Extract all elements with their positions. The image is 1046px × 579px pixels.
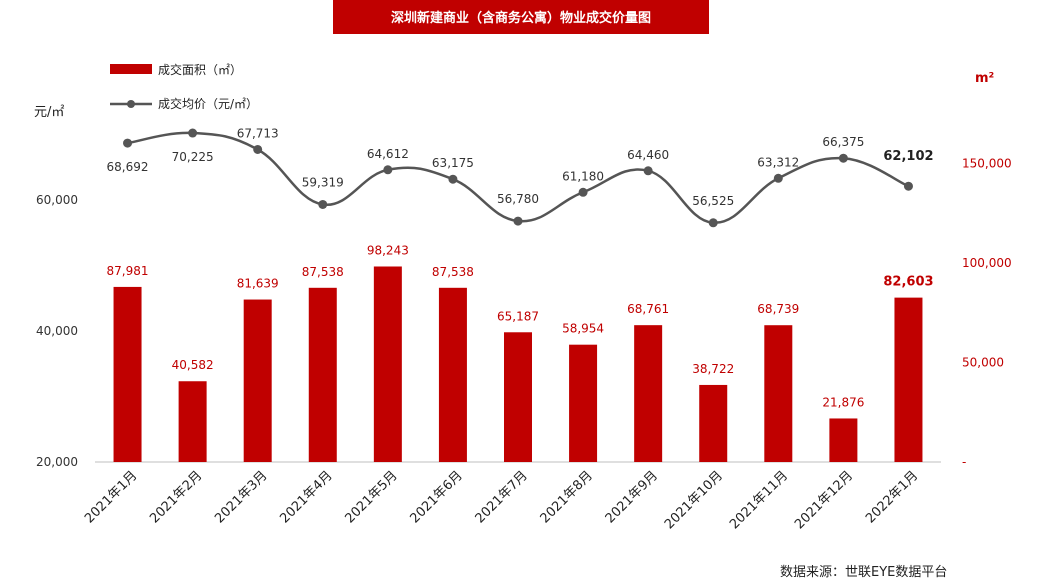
- x-tick-label: 2021年10月: [662, 468, 726, 532]
- bar-value-label: 68,761: [627, 302, 669, 316]
- price-value-label: 64,460: [627, 148, 669, 162]
- left-tick-label: 60,000: [36, 193, 78, 207]
- bar: [634, 325, 663, 462]
- price-value-label: 66,375: [822, 135, 864, 149]
- right-tick-label: 100,000: [962, 256, 1012, 270]
- right-tick-label: 150,000: [962, 157, 1012, 171]
- price-value-label: 68,692: [107, 160, 149, 174]
- bar-value-label: 65,187: [497, 309, 539, 323]
- right-axis-unit: m²: [975, 71, 994, 86]
- right-tick-label: -: [962, 455, 966, 469]
- left-tick-label: 20,000: [36, 455, 78, 469]
- price-point: [123, 138, 133, 148]
- chart-title: 深圳新建商业（含商务公寓）物业成交价量图: [391, 10, 651, 26]
- price-value-label: 64,612: [367, 147, 409, 161]
- left-axis-ticks: 20,000 40,000 60,000: [36, 193, 78, 469]
- bar-value-label: 87,538: [432, 265, 474, 279]
- legend: 成交面积（㎡） 成交均价（元/㎡）: [110, 62, 258, 111]
- price-value-label: 56,780: [497, 192, 539, 206]
- x-tick-label: 2021年11月: [727, 468, 791, 532]
- line-labels: 68,692 70,225 67,713 59,319 64,612 63,175 56,7…: [107, 126, 934, 207]
- bar: [504, 332, 532, 462]
- price-value-label: 67,713: [237, 126, 279, 140]
- legend-bar-label: 成交面积（㎡）: [158, 62, 242, 77]
- bar-value-label: 98,243: [367, 243, 409, 257]
- title-box: [333, 0, 709, 34]
- x-tick-label: 2021年5月: [342, 468, 400, 526]
- x-axis-ticks: 2021年1月 2021年2月 2021年3月 2021年4月 2021年5月 2021年…: [82, 468, 921, 532]
- bar: [438, 287, 467, 462]
- x-tick-label: 2021年8月: [538, 468, 596, 526]
- bar: [113, 286, 142, 462]
- bar: [308, 287, 337, 462]
- bar-value-label: 81,639: [237, 277, 279, 291]
- price-point: [578, 187, 588, 197]
- price-point: [383, 165, 393, 175]
- price-point: [903, 181, 913, 191]
- right-axis-ticks: - 50,000 100,000 150,000: [962, 157, 1012, 470]
- left-axis-unit: 元/㎡: [34, 105, 64, 120]
- price-value-label: 59,319: [302, 175, 344, 189]
- price-point: [253, 144, 263, 154]
- source-note: 数据来源：世联EYE数据平台: [780, 565, 947, 579]
- price-value-label: 56,525: [692, 194, 734, 208]
- price-point: [448, 174, 458, 184]
- bar-value-label: 40,582: [172, 358, 214, 372]
- price-point: [773, 173, 783, 183]
- x-tick-label: 2021年3月: [212, 468, 270, 526]
- price-value-label: 63,175: [432, 156, 474, 170]
- price-value-label: 70,225: [172, 150, 214, 164]
- price-point: [318, 199, 328, 209]
- bar: [569, 344, 598, 462]
- bar-value-label: 87,981: [107, 264, 149, 278]
- bar: [243, 299, 272, 462]
- price-point: [708, 218, 718, 228]
- x-tick-label: 2021年7月: [473, 468, 531, 526]
- price-point: [188, 128, 198, 138]
- bar-value-label: 38,722: [692, 362, 734, 376]
- right-tick-label: 50,000: [962, 356, 1004, 370]
- price-value-label: 63,312: [757, 155, 799, 169]
- bar-value-label: 68,739: [757, 302, 799, 316]
- x-tick-label: 2022年1月: [863, 468, 921, 526]
- legend-bar-swatch: [110, 64, 152, 74]
- bar: [699, 384, 728, 462]
- bar: [894, 297, 923, 462]
- bars: [113, 266, 923, 462]
- bar-value-label: 21,876: [822, 395, 864, 409]
- bar-value-label: 87,538: [302, 265, 344, 279]
- bar: [764, 325, 793, 462]
- x-tick-label: 2021年6月: [408, 468, 466, 526]
- bar-value-label: 58,954: [562, 322, 604, 336]
- x-tick-label: 2021年4月: [277, 468, 335, 526]
- bar: [178, 381, 207, 462]
- x-tick-label: 2021年2月: [147, 468, 205, 526]
- bar-value-label: 82,603: [883, 275, 933, 290]
- left-tick-label: 40,000: [36, 324, 78, 338]
- x-tick-label: 2021年1月: [82, 468, 140, 526]
- price-point: [838, 153, 848, 163]
- price-point: [643, 166, 653, 176]
- bar: [829, 418, 858, 462]
- x-tick-label: 2021年12月: [792, 468, 856, 532]
- price-dots: [123, 128, 913, 228]
- x-tick-label: 2021年9月: [603, 468, 661, 526]
- price-value-label: 61,180: [562, 169, 604, 183]
- bar-labels: 87,981 40,582 81,639 87,538 98,243 87,538 65,1…: [107, 243, 934, 409]
- price-line: [127, 131, 909, 225]
- bar: [373, 266, 402, 462]
- price-point: [513, 216, 523, 226]
- legend-line-marker: [127, 100, 135, 108]
- legend-line-label: 成交均价（元/㎡）: [158, 96, 258, 111]
- price-value-label: 62,102: [883, 149, 933, 164]
